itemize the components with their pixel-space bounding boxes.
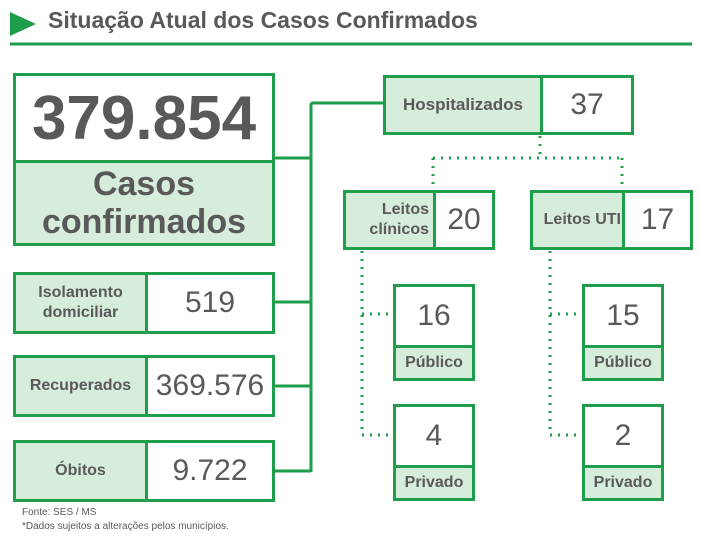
title: Situação Atual dos Casos Confirmados [48, 7, 478, 33]
hospitalized-label: Hospitalizados [383, 75, 543, 135]
status-value: 9.722 [145, 440, 275, 502]
bed-value: 17 [622, 190, 693, 250]
bed-label: Leitos clínicos [343, 190, 436, 250]
total-value: 379.854 [13, 73, 275, 163]
sector-label: Privado [393, 465, 475, 501]
sector-value: 4 [393, 404, 475, 468]
title-arrow [10, 12, 36, 36]
dotted-connectors [360, 136, 624, 437]
bed-value: 20 [433, 190, 495, 250]
bed-label: Leitos UTI [530, 190, 628, 250]
status-label: Recuperados [13, 355, 148, 417]
footer-note: *Dados sujeitos a alterações pelos munic… [22, 521, 229, 532]
status-value: 519 [145, 272, 275, 334]
solid-connectors [275, 101, 383, 473]
status-value: 369.576 [145, 355, 275, 417]
total-label: Casos confirmados [13, 160, 275, 246]
sector-value: 15 [582, 284, 664, 348]
sector-value: 16 [393, 284, 475, 348]
sector-label: Privado [582, 465, 664, 501]
status-label: Isolamento domiciliar [13, 272, 148, 334]
sector-value: 2 [582, 404, 664, 468]
sector-label: Público [582, 345, 664, 381]
sector-label: Público [393, 345, 475, 381]
hospitalized-value: 37 [540, 75, 634, 135]
footer-source: Fonte: SES / MS [22, 507, 97, 518]
status-label: Óbitos [13, 440, 148, 502]
